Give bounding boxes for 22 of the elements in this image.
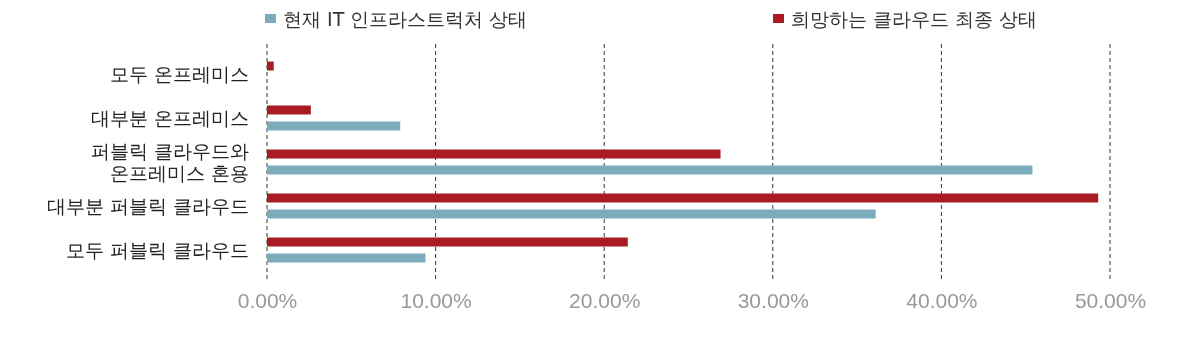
legend-label: 희망하는 클라우드 최종 상태 — [791, 7, 1038, 30]
bar — [267, 121, 401, 131]
bar — [267, 105, 311, 115]
bar — [267, 253, 426, 263]
bar — [267, 237, 628, 247]
bar — [267, 193, 1099, 203]
y-tick-label: 퍼블릭 클라우드와 온프레미스 혼용 — [90, 139, 249, 184]
y-tick-label: 대부분 온프레미스 — [90, 106, 249, 129]
bar — [267, 209, 876, 219]
y-tick-label: 대부분 퍼블릭 클라우드 — [46, 194, 249, 217]
x-tick-label: 40.00% — [906, 288, 978, 312]
bar — [267, 165, 1033, 175]
legend-label: 현재 IT 인프라스트럭처 상태 — [283, 7, 528, 30]
x-tick-label: 30.00% — [737, 288, 809, 312]
x-tick-label: 0.00% — [237, 288, 298, 312]
bar — [267, 61, 274, 71]
bar — [267, 149, 721, 159]
x-tick-label: 10.00% — [400, 288, 472, 312]
x-tick-label: 20.00% — [569, 288, 641, 312]
y-tick-label: 모두 온프레미스 — [109, 62, 249, 85]
y-tick-label: 모두 퍼블릭 클라우드 — [65, 238, 249, 261]
x-tick-label: 50.00% — [1074, 288, 1147, 312]
